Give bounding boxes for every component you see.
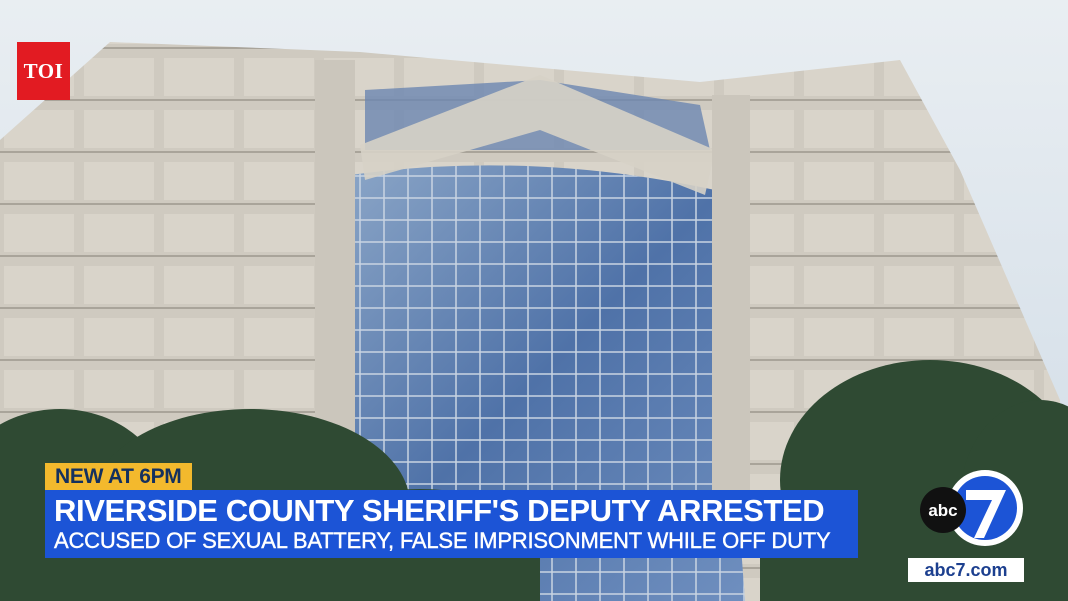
chyron-bar: RIVERSIDE COUNTY SHERIFF'S DEPUTY ARREST… [45,490,858,558]
new-at-6pm-tag: NEW AT 6PM [45,463,192,490]
headline: RIVERSIDE COUNTY SHERIFF'S DEPUTY ARREST… [54,493,825,528]
abc-logo-text: abc [928,501,957,520]
station-url: abc7.com [908,558,1024,582]
toi-watermark-logo: TOI [17,42,70,100]
subheadline: ACCUSED OF SEXUAL BATTERY, FALSE IMPRISO… [54,528,831,553]
abc7-logo: abc [920,470,1023,546]
